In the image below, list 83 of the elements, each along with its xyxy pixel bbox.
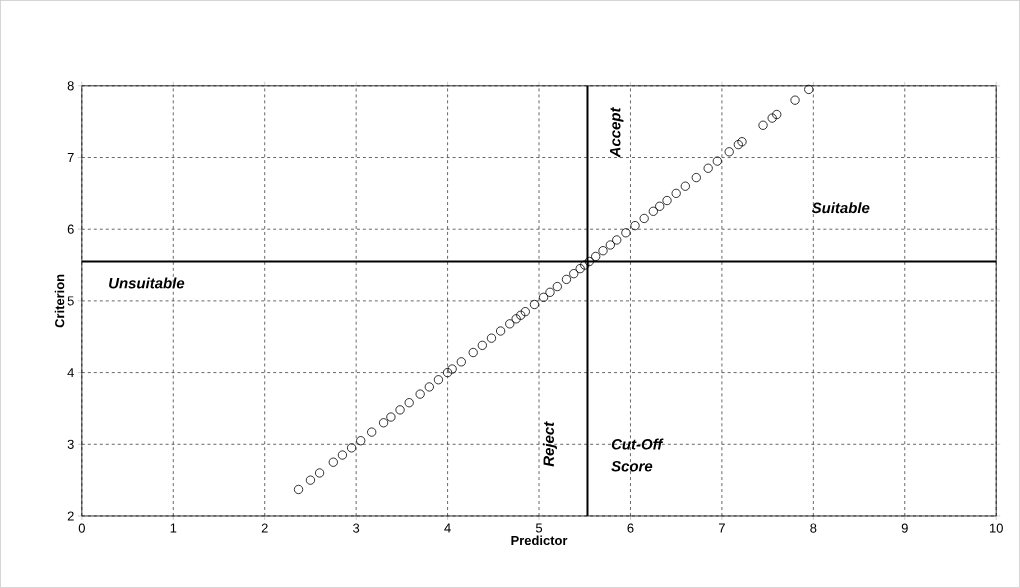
point — [367, 427, 377, 437]
annotation: Accept — [610, 107, 624, 158]
y-tick-label: 5 — [67, 296, 74, 306]
point — [621, 228, 631, 238]
y-tick-label: 3 — [67, 439, 74, 449]
point — [758, 120, 768, 130]
point — [404, 398, 414, 408]
point — [496, 326, 506, 336]
point — [655, 201, 665, 211]
point — [639, 213, 649, 224]
point — [477, 340, 487, 351]
x-tick-label: 6 — [627, 523, 634, 533]
point — [648, 206, 658, 216]
point — [486, 333, 497, 343]
y-axis-title: Criterion — [54, 274, 65, 328]
point — [386, 412, 396, 422]
point — [569, 269, 579, 279]
point — [584, 256, 594, 267]
x-tick-label: 0 — [78, 523, 85, 533]
point — [447, 364, 457, 374]
point — [538, 292, 549, 303]
point — [293, 484, 304, 495]
point — [790, 95, 800, 105]
x-tick-label: 3 — [353, 523, 360, 533]
point — [456, 357, 466, 367]
point — [424, 382, 434, 392]
point — [767, 113, 777, 123]
point — [605, 240, 615, 250]
x-tick-label: 2 — [261, 523, 268, 533]
y-tick-label: 8 — [67, 81, 74, 91]
point — [328, 457, 338, 467]
point — [529, 299, 540, 310]
annotation: Reject — [543, 421, 557, 467]
x-tick-label: 10 — [989, 523, 1003, 533]
point — [630, 221, 640, 231]
y-tick-label: 2 — [67, 511, 74, 521]
point — [712, 156, 722, 166]
point — [356, 436, 366, 446]
point — [680, 181, 690, 191]
y-tick-label: 7 — [67, 153, 74, 163]
point — [575, 264, 585, 274]
point — [511, 314, 521, 324]
point — [545, 287, 555, 297]
annotation: Suitable — [811, 202, 870, 214]
x-tick-label: 9 — [901, 523, 908, 533]
point — [337, 450, 348, 460]
point — [612, 235, 622, 245]
point — [505, 319, 515, 329]
point — [433, 375, 444, 385]
annotation: Cut-Off Score — [611, 438, 664, 472]
y-tick-label: 6 — [67, 224, 74, 234]
x-tick-label: 5 — [535, 523, 543, 533]
point — [415, 389, 425, 399]
point — [516, 310, 526, 320]
x-tick-label: 7 — [718, 523, 725, 533]
point — [580, 260, 590, 270]
point — [314, 468, 325, 478]
point — [591, 251, 601, 262]
x-axis-title: Predictor — [511, 535, 568, 546]
x-tick-label: 8 — [810, 523, 817, 533]
x-tick-label: 1 — [170, 523, 177, 533]
point — [804, 84, 814, 95]
point — [703, 163, 713, 173]
point — [520, 307, 530, 317]
point — [733, 140, 743, 150]
y-tick-label: 4 — [67, 368, 74, 378]
x-tick-label: 4 — [444, 523, 451, 533]
point — [737, 137, 747, 147]
annotation: Unsuitable — [109, 277, 185, 289]
point — [305, 475, 316, 485]
point — [468, 348, 478, 358]
point — [671, 188, 681, 199]
point — [662, 196, 672, 206]
point — [598, 246, 608, 256]
point — [772, 109, 782, 120]
point — [395, 405, 405, 415]
point — [378, 418, 389, 428]
point — [724, 147, 734, 157]
point — [346, 443, 357, 453]
point — [442, 368, 453, 378]
point — [561, 274, 572, 285]
point — [691, 173, 701, 183]
point — [552, 282, 562, 292]
